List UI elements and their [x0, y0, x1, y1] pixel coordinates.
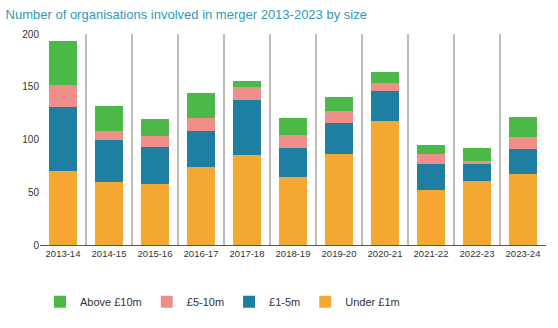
svg-text:100: 100 — [22, 134, 39, 145]
svg-text:Under £1m: Under £1m — [345, 296, 399, 308]
svg-text:2015-16: 2015-16 — [138, 248, 173, 259]
svg-text:2013-14: 2013-14 — [46, 248, 81, 259]
svg-text:Number of organisations involv: Number of organisations involved in merg… — [6, 7, 367, 22]
svg-text:0: 0 — [33, 240, 39, 251]
svg-text:150: 150 — [22, 81, 39, 92]
svg-text:2022-23: 2022-23 — [460, 248, 495, 259]
svg-text:50: 50 — [28, 187, 40, 198]
svg-text:2018-19: 2018-19 — [276, 248, 311, 259]
svg-text:2019-20: 2019-20 — [322, 248, 357, 259]
svg-text:2023-24: 2023-24 — [506, 248, 541, 259]
svg-text:£1-5m: £1-5m — [269, 296, 300, 308]
svg-text:£5-10m: £5-10m — [187, 296, 224, 308]
svg-text:Above £10m: Above £10m — [80, 296, 142, 308]
svg-text:2021-22: 2021-22 — [414, 248, 449, 259]
svg-text:2016-17: 2016-17 — [184, 248, 219, 259]
svg-text:2014-15: 2014-15 — [92, 248, 127, 259]
svg-text:2017-18: 2017-18 — [230, 248, 265, 259]
svg-text:200: 200 — [22, 29, 39, 40]
svg-text:2020-21: 2020-21 — [368, 248, 403, 259]
